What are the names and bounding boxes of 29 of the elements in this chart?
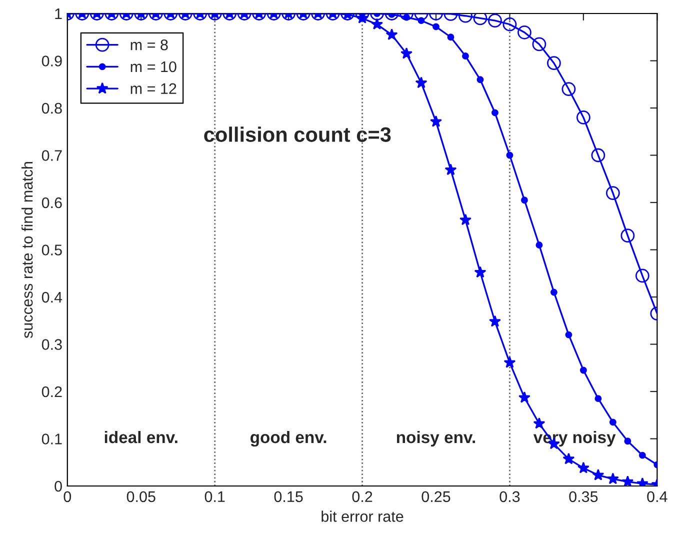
y-tick-label: 0.8 (42, 102, 62, 114)
y-tick-label: 0.9 (42, 56, 62, 66)
x-tick-label: 0.3 (500, 491, 520, 502)
x-tick-label: 0 (64, 491, 72, 502)
y-axis-title: success rate to find match (22, 162, 33, 338)
x-tick-label: 0.15 (274, 491, 303, 502)
annotation: noisy env. (396, 430, 475, 447)
legend-label: m = 8 (130, 39, 168, 50)
y-tick-label: 0 (54, 480, 62, 492)
y-tick-label: 0.3 (42, 339, 62, 350)
x-tick-label: 0.2 (352, 491, 372, 502)
y-tick-label: 0.2 (42, 386, 62, 398)
y-tick-label: 0.4 (42, 292, 62, 303)
x-axis-title: bit error rate (322, 510, 404, 522)
x-tick-label: 0.25 (422, 491, 450, 502)
x-tick-label: 0.05 (126, 491, 156, 502)
legend-label: m = 12 (130, 83, 176, 94)
annotation: collision count c=3 (204, 126, 391, 142)
x-tick-label: 0.35 (569, 491, 598, 502)
annotation: ideal env. (104, 430, 178, 444)
x-tick-label: 0.1 (204, 491, 225, 502)
legend-label: m = 10 (130, 61, 176, 72)
x-tick-label: 0.4 (647, 491, 668, 502)
y-tick-label: 0.1 (42, 434, 62, 444)
y-tick-label: 1 (55, 8, 62, 20)
y-tick-label: 0.7 (42, 150, 62, 161)
y-tick-label: 0.6 (42, 197, 62, 208)
annotation: good env. (250, 430, 326, 447)
y-tick-label: 0.5 (42, 244, 62, 256)
